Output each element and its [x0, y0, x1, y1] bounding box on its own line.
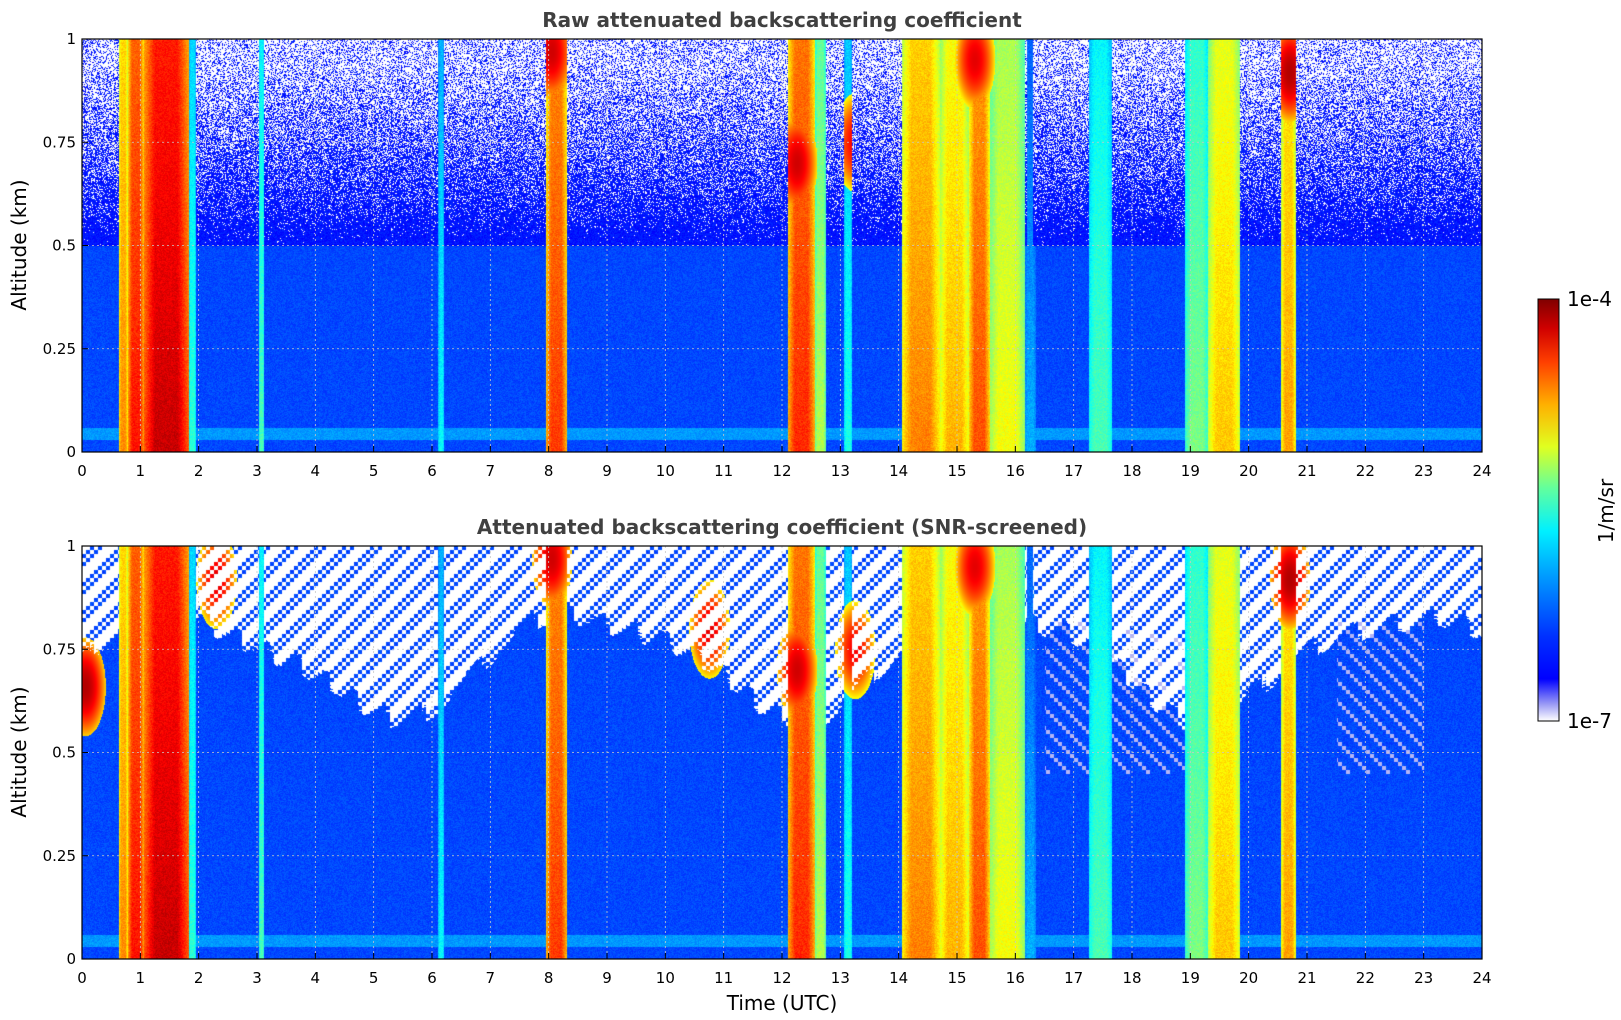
grid-lines [82, 39, 1482, 452]
x-tick-label: 1 [136, 969, 146, 987]
x-tick-label: 3 [252, 462, 262, 480]
x-tick-label: 13 [831, 969, 850, 987]
x-tick-labels: 0 1 2 3 4 5 6 7 8 9 10 11 12 13 14 15 16 17 18 19 20 21 22 23 24 [77, 953, 1492, 987]
x-tick-label: 21 [1297, 462, 1316, 480]
grid-lines [82, 546, 1482, 959]
x-tick-label: 12 [772, 462, 791, 480]
x-tick-label: 8 [544, 969, 554, 987]
x-tick-label: 15 [947, 462, 966, 480]
x-tick-label: 19 [1181, 462, 1200, 480]
x-tick-label: 9 [602, 969, 612, 987]
x-tick-label: 20 [1239, 969, 1258, 987]
x-tick-label: 0 [77, 969, 87, 987]
colorbar-max-label: 1e-4 [1567, 287, 1612, 311]
x-tick-label: 3 [252, 969, 262, 987]
x-tick-label: 22 [1356, 969, 1375, 987]
y-tick-label: 0 [66, 443, 76, 461]
x-tick-label: 17 [1064, 462, 1083, 480]
x-tick-label: 7 [486, 462, 496, 480]
x-tick-label: 10 [656, 969, 675, 987]
x-tick-label: 4 [311, 462, 321, 480]
colorbar: 1e-4 1e-7 1/m/sr [1537, 287, 1618, 733]
x-tick-label: 1 [136, 462, 146, 480]
x-tick-label: 14 [889, 462, 908, 480]
x-tick-labels: 0 1 2 3 4 5 6 7 8 9 10 11 12 13 14 15 16 17 18 19 20 21 22 23 24 [77, 446, 1492, 480]
x-tick-label: 2 [194, 969, 204, 987]
y-tick-label: 0.25 [43, 340, 76, 358]
raw-backscatter-panel: Raw attenuated backscattering coefficien… [7, 8, 1492, 480]
x-tick-label: 12 [772, 969, 791, 987]
x-tick-label: 10 [656, 462, 675, 480]
y-tick-label: 0.5 [52, 237, 76, 255]
x-tick-label: 18 [1122, 969, 1141, 987]
x-tick-label: 6 [427, 969, 437, 987]
x-tick-label: 14 [889, 969, 908, 987]
screened-backscatter-panel: Attenuated backscattering coefficient (S… [7, 515, 1492, 1015]
x-tick-label: 17 [1064, 969, 1083, 987]
x-tick-label: 24 [1472, 462, 1491, 480]
y-tick-label: 1 [66, 537, 76, 555]
y-tick-label: 1 [66, 30, 76, 48]
colorbar-min-label: 1e-7 [1567, 709, 1612, 733]
x-tick-label: 5 [369, 462, 379, 480]
x-tick-label: 18 [1122, 462, 1141, 480]
x-tick-label: 13 [831, 462, 850, 480]
y-tick-label: 0.75 [43, 640, 76, 658]
colorbar-unit-label: 1/m/sr [1594, 478, 1618, 543]
panel-title: Attenuated backscattering coefficient (S… [477, 515, 1087, 539]
y-tick-labels: 0 0.25 0.5 0.75 1 [43, 537, 88, 968]
x-tick-label: 6 [427, 462, 437, 480]
x-tick-label: 16 [1006, 969, 1025, 987]
x-tick-label: 2 [194, 462, 204, 480]
panel-title: Raw attenuated backscattering coefficien… [542, 8, 1022, 32]
x-tick-label: 22 [1356, 462, 1375, 480]
y-tick-labels: 0 0.25 0.5 0.75 1 [43, 30, 88, 461]
x-tick-label: 0 [77, 462, 87, 480]
x-tick-label: 5 [369, 969, 379, 987]
y-tick-label: 0 [66, 950, 76, 968]
x-tick-label: 11 [714, 462, 733, 480]
x-axis-label: Time (UTC) [726, 991, 838, 1015]
x-tick-label: 15 [947, 969, 966, 987]
x-tick-label: 23 [1414, 462, 1433, 480]
y-tick-label: 0.75 [43, 133, 76, 151]
x-tick-label: 23 [1414, 969, 1433, 987]
x-tick-label: 7 [486, 969, 496, 987]
x-tick-label: 24 [1472, 969, 1491, 987]
x-tick-label: 4 [311, 969, 321, 987]
x-tick-label: 20 [1239, 462, 1258, 480]
x-tick-label: 21 [1297, 969, 1316, 987]
y-tick-label: 0.25 [43, 847, 76, 865]
y-tick-label: 0.5 [52, 744, 76, 762]
x-tick-label: 8 [544, 462, 554, 480]
x-tick-label: 11 [714, 969, 733, 987]
x-tick-label: 9 [602, 462, 612, 480]
colorbar-gradient [1537, 298, 1560, 722]
x-tick-label: 16 [1006, 462, 1025, 480]
x-tick-label: 19 [1181, 969, 1200, 987]
y-axis-label: Altitude (km) [7, 179, 31, 310]
y-axis-label: Altitude (km) [7, 686, 31, 817]
